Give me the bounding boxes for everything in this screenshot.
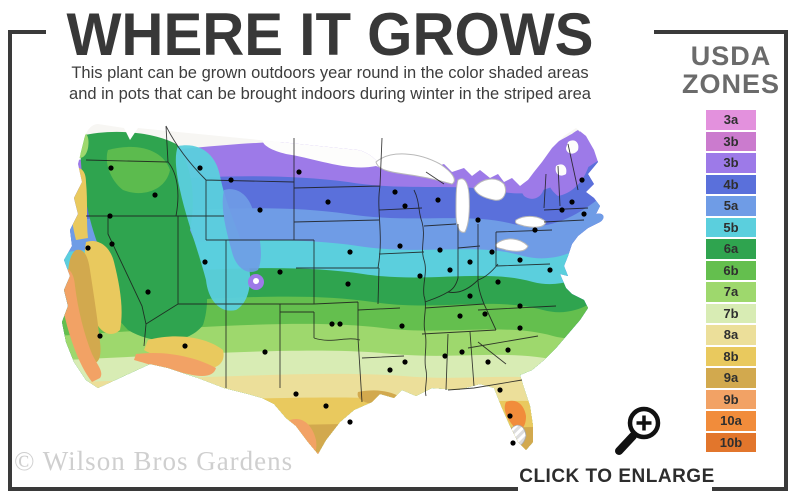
lake-superior: [375, 153, 455, 185]
state-borders: [85, 125, 589, 403]
frame-bottom-border-right: [712, 487, 788, 491]
usda-zones-legend-heading: USDA ZONES: [666, 42, 796, 99]
legend-zone-chip: 7a: [706, 282, 756, 302]
legend-zone-chip: 3b: [706, 131, 756, 151]
legend-heading-zones: ZONES: [681, 69, 780, 100]
lake-erie: [495, 238, 529, 252]
page-subtitle: This plant can be grown outdoors year ro…: [0, 63, 660, 104]
click-to-enlarge-label[interactable]: CLICK TO ENLARGE: [519, 466, 715, 487]
legend-zone-chip: 8b: [706, 346, 756, 366]
subtitle-line-2: and in pots that can be brought indoors …: [69, 84, 591, 103]
page-title: WHERE IT GROWS: [66, 1, 594, 68]
legend-zone-chip: 5a: [706, 196, 756, 216]
legend-zone-chip: 6a: [706, 239, 756, 259]
subtitle-line-1: This plant can be grown outdoors year ro…: [71, 64, 589, 82]
usda-zones-legend: 3a 3b 3b 4b 5a 5b 6a 6b 7a 7b 8a 8b 9a 9b 10a 10b: [706, 110, 756, 454]
lake-michigan: [455, 178, 470, 233]
legend-zone-chip: 3b: [706, 153, 756, 173]
legend-zone-chip: 4b: [706, 174, 756, 194]
magnifier-plus-icon[interactable]: [610, 400, 670, 460]
frame-top-left-arm: [8, 30, 46, 34]
lake-ontario: [515, 215, 547, 228]
legend-zone-chip: 9b: [706, 389, 756, 409]
legend-zone-chip: 7b: [706, 303, 756, 323]
frame-left-border: [8, 30, 12, 491]
legend-zone-chip: 8a: [706, 325, 756, 345]
frame-bottom-border-left: [8, 487, 518, 491]
great-lakes: [375, 153, 547, 252]
legend-zone-chip: 9a: [706, 368, 756, 388]
usda-hardiness-zone-map[interactable]: [28, 110, 664, 478]
frame-right-border: [784, 30, 788, 491]
legend-zone-chip: 10b: [706, 432, 756, 452]
legend-zone-chip: 6b: [706, 260, 756, 280]
legend-heading-usda: USDA: [690, 41, 772, 71]
legend-zone-chip: 3a: [706, 110, 756, 130]
watermark: © Wilson Bros Gardens: [14, 446, 294, 476]
legend-zone-chip: 10a: [706, 411, 756, 431]
legend-zone-chip: 5b: [706, 217, 756, 237]
city-marker-dots: [85, 165, 587, 446]
lake-huron: [473, 178, 507, 201]
frame-top-right-arm: [654, 30, 788, 34]
zone-shading: [62, 124, 604, 454]
